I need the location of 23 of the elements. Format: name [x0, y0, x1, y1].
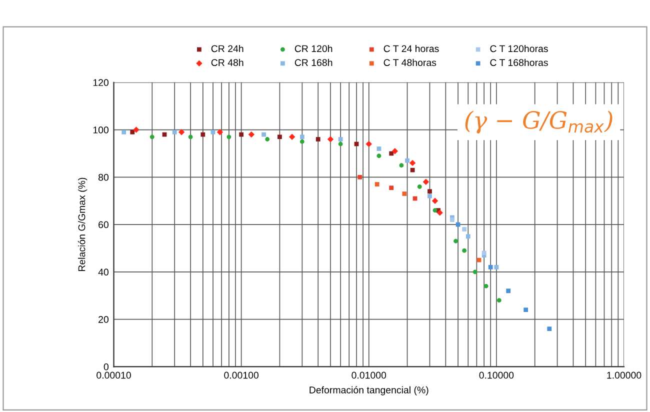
legend-label: C T 120horas [490, 44, 548, 52]
x-axis-title: Deformación tangencial (%) [310, 386, 428, 396]
legend-label: CR 48h [211, 58, 244, 66]
legend-label: C T 168horas [490, 58, 548, 66]
y-tick-label: 40 [98, 268, 109, 276]
y-axis-title: Relación G/Gmax (%) [78, 178, 88, 272]
y-tick-label: 120 [93, 79, 109, 86]
legend-label: C T 24 horas [384, 44, 439, 52]
annotation: (γ − G/G$_{max}$) [465, 110, 612, 134]
legend-label: CR 168h [294, 58, 332, 66]
y-tick-label: 20 [98, 316, 109, 323]
x-tick-label: 1.00000 [607, 372, 642, 379]
legend-label: CR 120h [294, 44, 332, 52]
x-tick-label: 0.10000 [479, 372, 514, 379]
x-tick-label: 0.01000 [352, 372, 386, 379]
x-tick-label: 0.00010 [96, 372, 131, 379]
legend-label: C T 48horas [384, 58, 436, 66]
y-tick-label: 100 [93, 126, 109, 134]
y-tick-label: 60 [98, 221, 109, 228]
x-tick-label: 0.00100 [224, 372, 259, 379]
y-tick-label: 0 [104, 363, 109, 370]
y-tick-label: 80 [98, 174, 109, 181]
legend-label: CR 24h [211, 44, 244, 52]
